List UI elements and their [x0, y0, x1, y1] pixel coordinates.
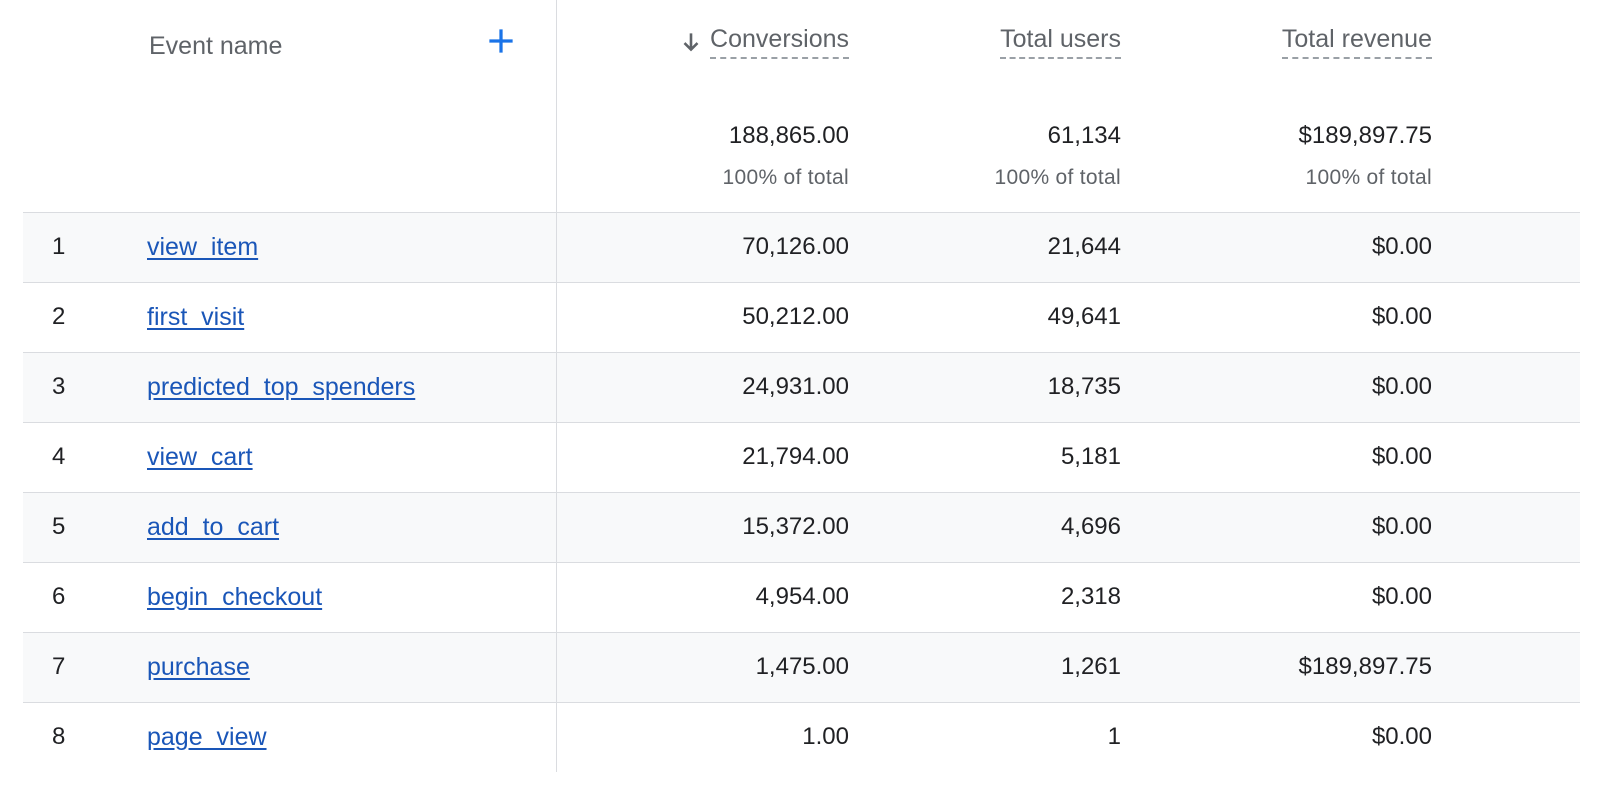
total-revenue-cell: $0.00 — [1371, 723, 1432, 750]
conversions-total: 188,865.00 — [728, 122, 849, 149]
row-index: 8 — [52, 723, 66, 750]
total-revenue-pct-of-total: 100% of total — [1305, 166, 1432, 189]
plus-icon — [489, 29, 513, 53]
conversions-cell: 50,212.00 — [742, 303, 849, 330]
table-row: 5 add_to_cart 15,372.00 4,696 $0.00 — [23, 492, 1580, 562]
column-divider — [556, 0, 557, 772]
row-index: 3 — [52, 373, 66, 400]
row-index: 2 — [52, 303, 66, 330]
total-users-cell: 21,644 — [1047, 233, 1121, 260]
total-users-cell: 4,696 — [1060, 513, 1121, 540]
total-revenue-column-header[interactable]: Total revenue — [1281, 24, 1432, 59]
table-row: 4 view_cart 21,794.00 5,181 $0.00 — [23, 422, 1580, 492]
table-row: 2 first_visit 50,212.00 49,641 $0.00 — [23, 282, 1580, 352]
conversions-header-label: Conversions — [710, 24, 849, 59]
event-link[interactable]: view_item — [147, 233, 259, 261]
total-users-total: 61,134 — [1047, 122, 1121, 149]
total-revenue-cell: $0.00 — [1371, 233, 1432, 260]
total-revenue-cell: $0.00 — [1371, 373, 1432, 400]
event-link[interactable]: add_to_cart — [147, 513, 280, 541]
row-index: 1 — [52, 233, 66, 260]
total-revenue-cell: $0.00 — [1371, 443, 1432, 470]
event-link[interactable]: view_cart — [147, 443, 253, 471]
conversions-cell: 21,794.00 — [742, 443, 849, 470]
conversions-cell: 1,475.00 — [755, 653, 849, 680]
conversions-cell: 4,954.00 — [755, 583, 849, 610]
total-users-cell: 49,641 — [1047, 303, 1121, 330]
table-header: Event name Conversions Total users Total… — [23, 0, 1580, 212]
events-table: Event name Conversions Total users Total… — [23, 0, 1580, 790]
conversions-cell: 70,126.00 — [742, 233, 849, 260]
table-row: 7 purchase 1,475.00 1,261 $189,897.75 — [23, 632, 1580, 702]
event-name-header[interactable]: Event name — [149, 32, 283, 60]
event-link[interactable]: predicted_top_spenders — [147, 373, 416, 401]
conversions-column-header[interactable]: Conversions — [678, 24, 849, 59]
row-index: 7 — [52, 653, 66, 680]
table-row: 1 view_item 70,126.00 21,644 $0.00 — [23, 212, 1580, 282]
total-users-cell: 5,181 — [1060, 443, 1121, 470]
table-row: 3 predicted_top_spenders 24,931.00 18,73… — [23, 352, 1580, 422]
total-revenue-cell: $0.00 — [1371, 303, 1432, 330]
conversions-cell: 1.00 — [802, 723, 849, 750]
total-revenue-cell: $189,897.75 — [1298, 653, 1432, 680]
total-users-column-header[interactable]: Total users — [1000, 24, 1121, 59]
total-users-pct-of-total: 100% of total — [994, 166, 1121, 189]
total-revenue-cell: $0.00 — [1371, 583, 1432, 610]
event-link[interactable]: purchase — [147, 653, 250, 681]
conversions-cell: 15,372.00 — [742, 513, 849, 540]
total-users-header-label: Total users — [1000, 24, 1121, 59]
event-link[interactable]: begin_checkout — [147, 583, 323, 611]
total-users-cell: 1,261 — [1060, 653, 1121, 680]
arrow-down-icon — [683, 32, 699, 51]
conversions-cell: 24,931.00 — [742, 373, 849, 400]
add-dimension-button[interactable] — [486, 26, 516, 56]
row-index: 5 — [52, 513, 66, 540]
table-row: 6 begin_checkout 4,954.00 2,318 $0.00 — [23, 562, 1580, 632]
event-link[interactable]: first_visit — [147, 303, 245, 331]
row-index: 6 — [52, 583, 66, 610]
total-revenue-header-label: Total revenue — [1281, 24, 1432, 59]
conversions-pct-of-total: 100% of total — [722, 166, 849, 189]
total-revenue-total: $189,897.75 — [1298, 122, 1432, 149]
total-users-cell: 2,318 — [1060, 583, 1121, 610]
event-link[interactable]: page_view — [147, 723, 267, 751]
total-users-cell: 18,735 — [1047, 373, 1121, 400]
total-users-cell: 1 — [1107, 723, 1121, 750]
table-row: 8 page_view 1.00 1 $0.00 — [23, 702, 1580, 772]
total-revenue-cell: $0.00 — [1371, 513, 1432, 540]
row-index: 4 — [52, 443, 66, 470]
table-body: 1 view_item 70,126.00 21,644 $0.00 2 fir… — [23, 212, 1580, 772]
